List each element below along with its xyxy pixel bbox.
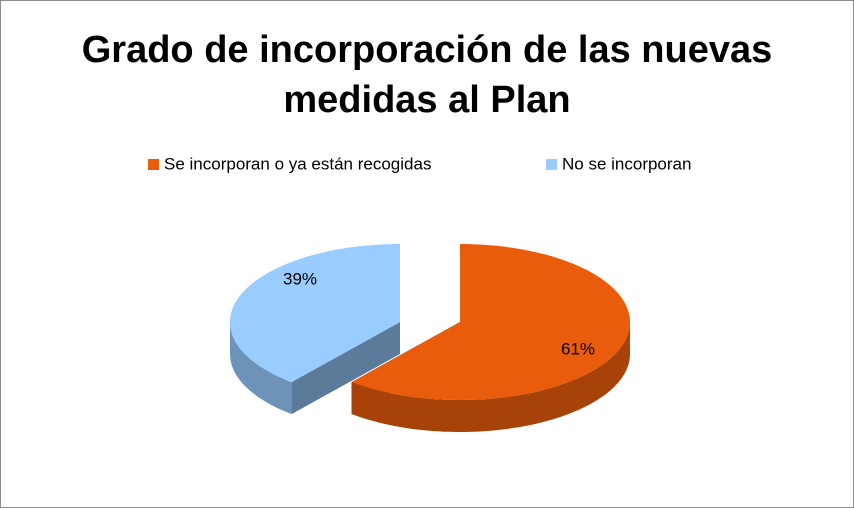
legend-swatch [546,159,557,170]
legend-swatch [148,159,159,170]
data-label: 39% [283,269,317,288]
title-line: Grado de incorporación de las nuevas [82,29,773,71]
slice [230,244,400,383]
legend-label: Se incorporan o ya están recogidas [164,154,431,173]
title-line: medidas al Plan [283,79,570,121]
slice [351,244,630,400]
slice-wall [230,322,292,415]
slice-side [291,322,400,415]
data-label: 61% [561,339,595,358]
slice-wall [351,322,630,432]
chart-title: Grado de incorporación de las nuevas medi… [82,29,773,121]
legend-label: No se incorporan [562,154,691,173]
